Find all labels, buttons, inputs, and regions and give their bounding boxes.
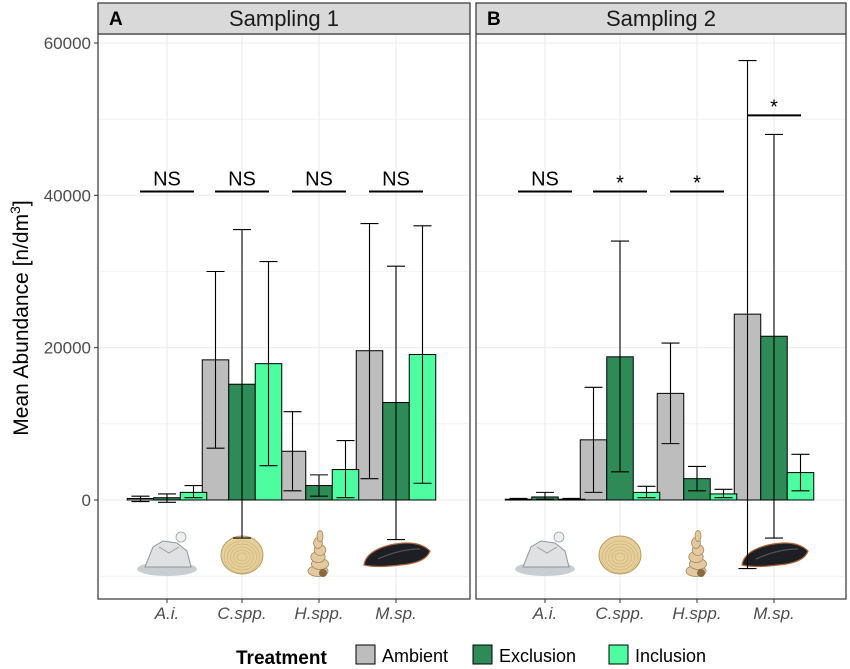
panel-1-sig-label-3: NS — [305, 169, 333, 191]
panel-2-significance-2: * — [593, 173, 647, 195]
legend-swatch-exclusion — [472, 644, 493, 665]
panel-2-plot-area — [476, 34, 846, 599]
mussel-icon — [741, 542, 809, 568]
panel-2-errorbar-exclusion-1 — [536, 491, 554, 500]
panel-2-strip — [475, 2, 847, 35]
panel-1-errorbar-inclusion-3 — [336, 440, 355, 499]
panel-1-x-tick-label-4: M.sp. — [375, 604, 417, 623]
panel-1-sig-label-2: NS — [228, 169, 256, 191]
panel-2-errorbar-inclusion-3 — [714, 488, 733, 499]
legend-item-exclusion: Exclusion — [472, 644, 576, 666]
panel-1-sig-label-4: NS — [382, 169, 410, 191]
panel-1-plot-area — [98, 34, 470, 599]
panel-1-errorbar-inclusion-4 — [413, 225, 432, 484]
y-tick-label: 20000 — [44, 339, 91, 358]
legend-item-inclusion: Inclusion — [608, 644, 706, 666]
legend-title: Treatment — [236, 648, 327, 669]
panel-1-title: Sampling 1 — [229, 6, 339, 31]
legend: Treatment Ambient Exclusion Inclusion — [236, 644, 706, 669]
panel-2-errorbar-inclusion-1 — [562, 497, 581, 501]
panel-2-x-tick-label-2: C.spp. — [595, 604, 644, 623]
panel-1-errorbar-exclusion-3 — [310, 474, 328, 497]
snail-icon — [685, 530, 708, 577]
panel-2-errorbar-inclusion-4 — [791, 453, 810, 492]
panel-1-significance-1: NS — [140, 169, 194, 193]
panel-1-significance-4: NS — [369, 169, 423, 193]
panel-2-significance-3: * — [670, 173, 724, 195]
legend-swatch-ambient — [355, 644, 376, 665]
panel-1-significance-3: NS — [292, 169, 346, 193]
legend-label-ambient: Ambient — [382, 646, 448, 666]
y-axis-label: Mean Abundance [n/dm3] — [7, 200, 33, 435]
panel-2-title: Sampling 2 — [606, 6, 716, 31]
mussel-icon — [363, 542, 431, 568]
panel-2-significance-4: * — [747, 96, 801, 118]
panel-2-x-tick-label-1: A.i. — [532, 604, 558, 623]
panel-1-significance-2: NS — [215, 169, 269, 193]
panel-1-x-tick-label-1: A.i. — [154, 604, 180, 623]
panel-2-errorbar-exclusion-3 — [688, 465, 706, 492]
panel-1-strip — [97, 2, 471, 35]
panel-1-x-tick-label-2: C.spp. — [217, 604, 266, 623]
legend-label-inclusion: Inclusion — [635, 646, 706, 666]
y-tick-label: 40000 — [44, 186, 91, 205]
panel-1-errorbar-exclusion-2 — [233, 229, 251, 539]
panel-1-errorbar-exclusion-4 — [387, 265, 405, 541]
legend-item-ambient: Ambient — [355, 644, 448, 666]
barnacle-icon — [515, 531, 575, 576]
legend-swatch-inclusion — [608, 644, 629, 665]
y-tick-label: 0 — [82, 491, 91, 510]
panel-2-errorbar-ambient-1 — [509, 497, 528, 501]
panel-1-errorbar-ambient-2 — [206, 270, 225, 449]
panel-2-errorbar-ambient-2 — [584, 386, 603, 493]
panel-2-errorbar-ambient-4 — [738, 59, 757, 570]
panel-1-errorbar-ambient-3 — [283, 411, 302, 492]
panel-2-x-tick-label-3: H.spp. — [672, 604, 721, 623]
panel-1-x-tick-label-3: H.spp. — [294, 604, 343, 623]
legend-label-exclusion: Exclusion — [499, 646, 576, 666]
panel-1-errorbar-ambient-4 — [360, 222, 379, 480]
panel-2-sig-label-1: NS — [531, 169, 559, 191]
barnacle-icon — [137, 531, 197, 576]
y-tick-label: 60000 — [44, 34, 91, 53]
panel-1-errorbar-exclusion-1 — [158, 493, 176, 503]
panel-2-errorbar-exclusion-4 — [765, 133, 783, 539]
clam-icon — [598, 535, 642, 575]
clam-icon — [220, 535, 264, 575]
snail-icon — [307, 530, 329, 577]
panel-2-errorbar-exclusion-2 — [611, 240, 629, 473]
panel-1-errorbar-ambient-1 — [131, 495, 150, 503]
panel-2-sig-label-2: * — [616, 173, 624, 195]
panel-2-sig-label-4: * — [770, 96, 778, 118]
panel-1-letter: A — [109, 9, 123, 30]
panel-2-errorbar-ambient-3 — [661, 342, 680, 445]
panel-2-x-tick-label-4: M.sp. — [753, 604, 795, 623]
panel-2-sig-label-3: * — [693, 173, 701, 195]
panel-2-letter: B — [487, 9, 501, 30]
panel-2-significance-1: NS — [518, 169, 572, 193]
panel-2-errorbar-inclusion-2 — [637, 485, 656, 499]
panel-1-errorbar-inclusion-2 — [259, 261, 278, 467]
panel-1-errorbar-inclusion-1 — [184, 484, 203, 499]
panel-1-sig-label-1: NS — [153, 169, 181, 191]
